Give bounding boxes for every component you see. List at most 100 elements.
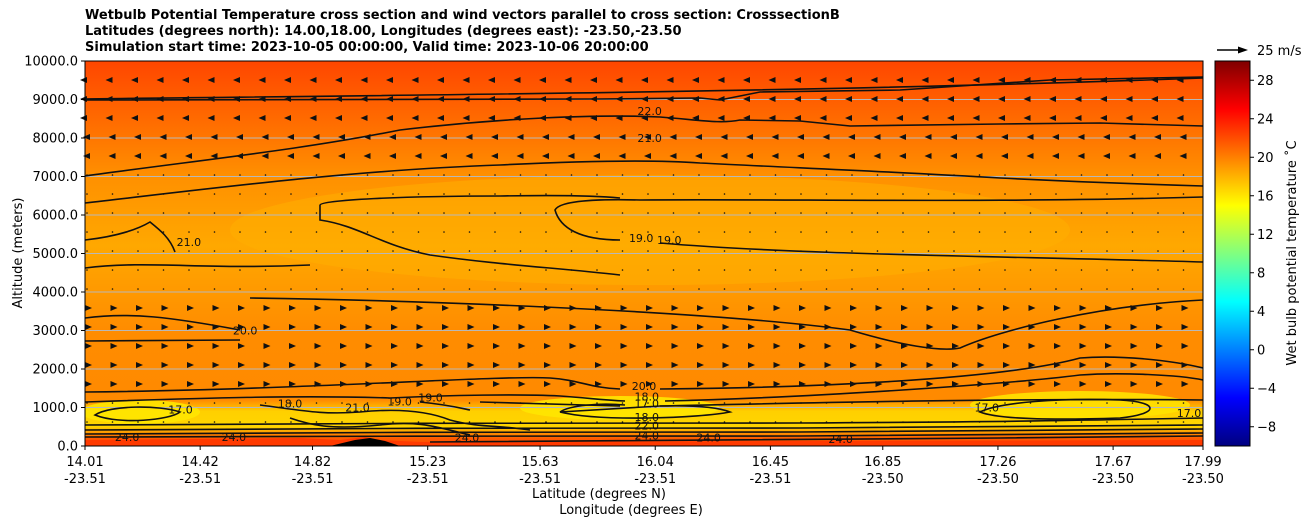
wind-vector <box>641 96 648 102</box>
wind-vector <box>717 77 725 83</box>
wind-vector <box>290 402 292 404</box>
wind-vector <box>1157 288 1159 290</box>
wind-vector <box>825 174 828 176</box>
wind-vector <box>870 96 878 102</box>
wind-vector <box>671 362 679 368</box>
wind-vector <box>596 212 598 214</box>
wind-vector <box>800 288 802 290</box>
wind-vector <box>896 77 903 83</box>
wind-vector <box>926 305 934 311</box>
wind-vector <box>544 305 551 311</box>
wind-vector <box>672 421 675 423</box>
wind-vector <box>365 343 373 349</box>
contour-line <box>659 242 1203 263</box>
wind-vector <box>569 362 577 368</box>
wind-vector <box>518 305 526 311</box>
wind-vector <box>468 212 471 214</box>
wind-vector <box>749 421 751 423</box>
wind-vector <box>1100 96 1107 102</box>
wind-vector <box>443 212 445 214</box>
wind-vector <box>998 96 1005 102</box>
wind-vector <box>110 343 118 349</box>
wind-vector <box>264 231 267 233</box>
wind-vector <box>137 402 139 404</box>
wind-vector <box>287 134 294 140</box>
wind-vector <box>927 174 930 176</box>
wind-vector <box>646 324 653 330</box>
wind-vector <box>698 231 700 233</box>
wind-vector <box>773 324 781 330</box>
y-tick-label: 9000.0 <box>33 93 79 108</box>
title-line-2: Latitudes (degrees north): 14.00,18.00, … <box>85 24 682 39</box>
wind-vector <box>545 174 547 176</box>
contour-label: 21.0 <box>177 236 202 249</box>
wind-vector <box>389 134 396 140</box>
wind-vector <box>621 402 624 404</box>
wind-vector <box>848 134 855 140</box>
wind-vector <box>851 250 853 252</box>
wind-vector <box>723 231 726 233</box>
wind-vector <box>338 134 345 140</box>
wind-vector <box>366 288 369 290</box>
wind-vector <box>263 362 271 368</box>
contour-lines <box>85 76 1203 443</box>
contour-line <box>85 221 176 253</box>
wind-vector <box>137 421 139 423</box>
wind-vector <box>1028 305 1036 311</box>
wind-vector <box>417 231 420 233</box>
wind-vector <box>1023 77 1031 83</box>
wind-vector <box>825 193 828 195</box>
wind-vector <box>927 402 930 404</box>
wind-vector <box>264 250 267 252</box>
wind-vector <box>1106 231 1108 233</box>
wind-vector <box>692 115 699 121</box>
wind-vector <box>743 96 750 102</box>
wind-vector <box>363 153 371 159</box>
wind-vector <box>239 288 241 290</box>
wind-vector <box>493 381 500 387</box>
wind-vector <box>392 288 394 290</box>
wind-vector <box>341 231 343 233</box>
wind-vector <box>902 269 904 271</box>
yellow-pocket-left <box>85 400 200 424</box>
wind-vector <box>188 288 190 290</box>
wind-vector <box>570 269 573 271</box>
colorbar-tick-label: 4 <box>1257 305 1265 320</box>
contour-line <box>319 194 621 276</box>
wind-vector <box>341 421 343 423</box>
contour-line <box>85 373 1203 403</box>
wind-vector <box>442 381 449 387</box>
x-tick-label-lon: -23.51 <box>749 472 791 487</box>
wind-vector <box>1103 153 1110 159</box>
colorbar-tick-label: 12 <box>1257 228 1274 243</box>
wind-vector <box>569 305 577 311</box>
wind-vector <box>902 421 904 423</box>
wind-vector <box>188 402 190 404</box>
wind-vector <box>824 362 832 368</box>
wind-vector <box>978 212 981 214</box>
wind-vector <box>851 174 853 176</box>
wind-vector <box>335 77 342 83</box>
y-tick-label: 10000.0 <box>24 55 78 70</box>
wind-vector <box>315 269 318 271</box>
wind-vector <box>902 174 904 176</box>
wind-vector <box>131 115 138 121</box>
contour-label: 24.0 <box>828 433 853 446</box>
wind-vector <box>902 402 904 404</box>
wind-vector <box>80 115 87 121</box>
wind-vector <box>417 250 420 252</box>
wind-vector <box>290 288 292 290</box>
wind-vector <box>1181 362 1189 368</box>
wind-vector <box>615 115 623 121</box>
contour-label: 17.0 <box>635 398 660 411</box>
wind-vector <box>131 77 138 83</box>
wind-vector <box>647 174 649 176</box>
wind-vector <box>284 115 291 121</box>
wind-vector <box>494 269 496 271</box>
wind-vector <box>411 96 419 102</box>
y-tick-label: 7000.0 <box>33 170 79 185</box>
wind-vector <box>290 269 292 271</box>
contour-label: 18.0 <box>635 391 660 404</box>
wind-vector <box>1029 174 1032 176</box>
wind-vector <box>442 362 449 368</box>
